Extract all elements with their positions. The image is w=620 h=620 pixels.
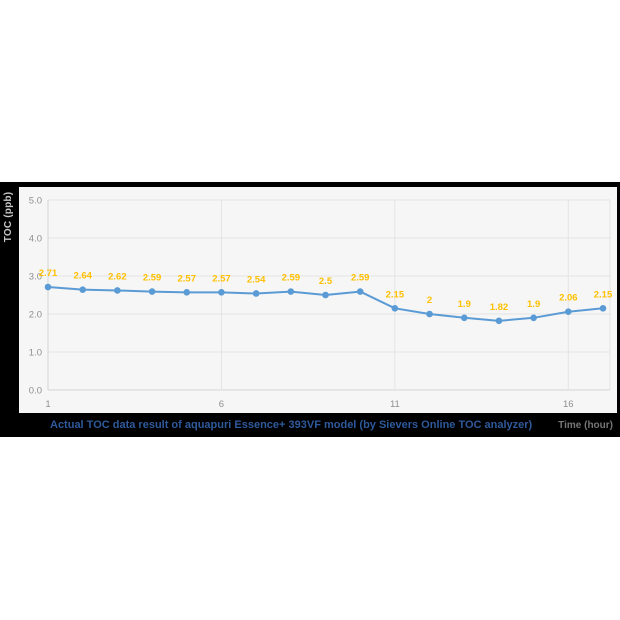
svg-text:3.0: 3.0 bbox=[29, 272, 42, 283]
svg-text:2.06: 2.06 bbox=[559, 293, 578, 304]
svg-text:2.0: 2.0 bbox=[29, 310, 42, 321]
svg-text:1: 1 bbox=[45, 399, 50, 410]
chart-plot-area: 0.0 1.0 2.0 3.0 4.0 5.0 1 6 11 16 2.71 2.64 2.62 2.59… bbox=[19, 187, 617, 413]
svg-text:1.9: 1.9 bbox=[527, 299, 540, 310]
svg-text:2.15: 2.15 bbox=[594, 289, 613, 300]
svg-text:2.59: 2.59 bbox=[351, 273, 370, 284]
svg-text:6: 6 bbox=[219, 399, 224, 410]
svg-text:2.59: 2.59 bbox=[282, 273, 301, 284]
toc-line-chart: 0.01.02.03.04.05.01 6 11 162.71 2.64 2.62 2.59… bbox=[29, 196, 613, 411]
caption-row: Actual TOC data result of aquapuri Essen… bbox=[0, 413, 620, 437]
svg-text:5.0: 5.0 bbox=[29, 196, 42, 207]
svg-text:11: 11 bbox=[390, 399, 400, 410]
svg-text:2.62: 2.62 bbox=[108, 271, 127, 282]
y-axis-title: TOC (ppb) bbox=[3, 191, 14, 243]
svg-text:2.54: 2.54 bbox=[247, 274, 266, 285]
svg-text:2.5: 2.5 bbox=[319, 276, 333, 287]
toc-chart-card: TOC (ppb) 0.0 1.0 2.0 3.0 4.0 5.0 1 6 11 16 2.71 2.… bbox=[0, 182, 620, 437]
svg-text:1.0: 1.0 bbox=[29, 348, 42, 359]
svg-text:2.57: 2.57 bbox=[178, 273, 197, 284]
svg-text:1.82: 1.82 bbox=[490, 302, 509, 313]
svg-text:2.71: 2.71 bbox=[39, 268, 58, 279]
svg-text:0.0: 0.0 bbox=[29, 386, 42, 397]
svg-text:2.64: 2.64 bbox=[73, 271, 92, 282]
x-axis-title: Time (hour) bbox=[558, 419, 613, 431]
chart-caption: Actual TOC data result of aquapuri Essen… bbox=[50, 419, 533, 431]
svg-text:16: 16 bbox=[563, 399, 574, 410]
svg-text:1.9: 1.9 bbox=[458, 299, 471, 310]
svg-text:2.15: 2.15 bbox=[386, 289, 405, 300]
svg-text:2: 2 bbox=[427, 295, 432, 306]
svg-text:2.59: 2.59 bbox=[143, 273, 162, 284]
svg-text:2.57: 2.57 bbox=[212, 273, 231, 284]
svg-text:4.0: 4.0 bbox=[29, 234, 42, 245]
